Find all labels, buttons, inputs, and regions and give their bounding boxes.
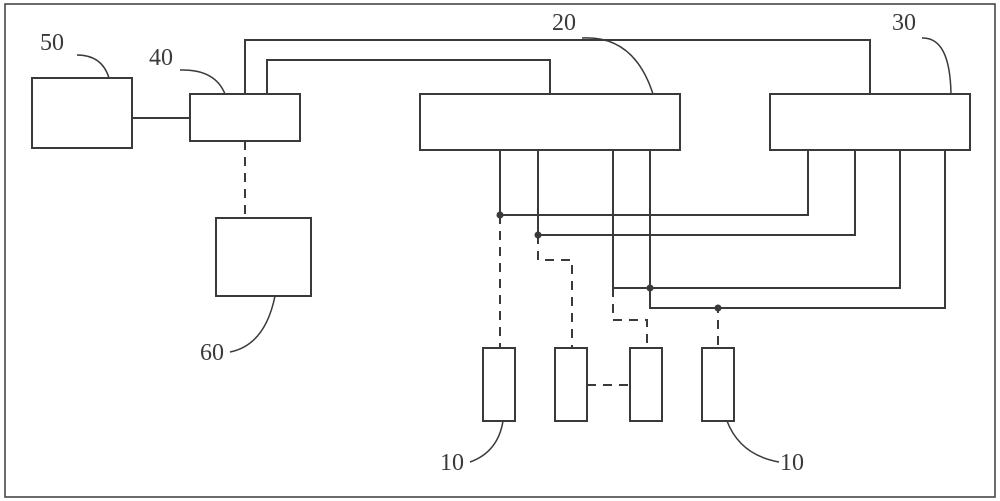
block-b30 xyxy=(770,94,970,150)
leader-ld50 xyxy=(77,55,109,78)
connection-line xyxy=(500,150,808,215)
label-40: 40 xyxy=(149,45,173,71)
leader-ld30 xyxy=(922,38,951,94)
block-b40 xyxy=(190,94,300,141)
label-10: 10 xyxy=(440,450,464,476)
connection-line xyxy=(267,60,550,94)
connection-line-dashed xyxy=(613,288,647,348)
label-10: 10 xyxy=(780,450,804,476)
block-b50 xyxy=(32,78,132,148)
junction-dot xyxy=(535,232,542,239)
leader-ld40 xyxy=(180,70,225,94)
junction-dot xyxy=(715,305,722,312)
leader-ld20 xyxy=(582,38,653,94)
block-s4 xyxy=(702,348,734,421)
label-20: 20 xyxy=(552,10,576,36)
connection-line xyxy=(613,150,900,288)
label-50: 50 xyxy=(40,30,64,56)
block-b20 xyxy=(420,94,680,150)
leader-ld10b xyxy=(727,421,779,462)
block-s1 xyxy=(483,348,515,421)
leader-ld10a xyxy=(470,421,503,462)
label-60: 60 xyxy=(200,340,224,366)
block-b60 xyxy=(216,218,311,296)
connection-line xyxy=(245,40,870,94)
leader-ld60 xyxy=(230,296,275,352)
connection-line-dashed xyxy=(650,308,718,348)
block-s3 xyxy=(630,348,662,421)
connection-line-dashed xyxy=(538,235,572,348)
label-30: 30 xyxy=(892,10,916,36)
junction-dot xyxy=(497,212,504,219)
block-s2 xyxy=(555,348,587,421)
junction-dot xyxy=(647,285,654,292)
